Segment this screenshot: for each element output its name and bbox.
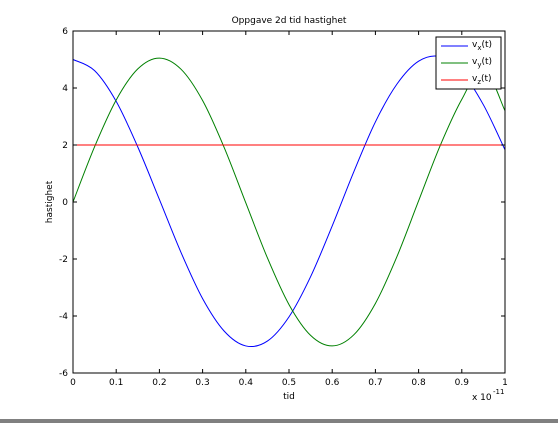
y-tick-label: 6	[62, 27, 68, 37]
x-tick-label: 0.7	[368, 378, 382, 388]
y-tick-label: -2	[59, 255, 68, 265]
series-layer	[72, 55, 506, 348]
x-tick-layer: 0 0.1 0.2 0.3 0.4 0.5 0.6 0.7 0.8 0.9 1	[70, 31, 508, 388]
x-tick-label: 0.1	[109, 378, 123, 388]
x-axis-label: tid	[283, 392, 295, 402]
x-tick-label: 0.4	[239, 378, 254, 388]
x-exponent-label: x 10 -11	[472, 388, 504, 403]
y-axis-label: hastighet	[45, 180, 55, 223]
x-tick-label: 0	[70, 378, 76, 388]
series-line-x	[72, 55, 506, 348]
x-exponent-base: x 10	[472, 393, 492, 403]
x-tick-label: 0.3	[195, 378, 209, 388]
legend: vx(t) vy(t) vz(t)	[435, 36, 502, 90]
y-tick-label: 4	[62, 84, 68, 94]
x-tick-label: 0.8	[411, 378, 426, 388]
x-tick-label: 0.6	[325, 378, 340, 388]
series-line-y	[72, 57, 506, 347]
y-tick-label: 0	[62, 198, 68, 208]
legend-entries: vx(t) vy(t) vz(t)	[441, 40, 492, 86]
y-tick-layer: -6 -4 -2 0 2 4 6	[59, 27, 505, 379]
x-tick-label: 1	[502, 378, 508, 388]
x-tick-label: 0.5	[282, 378, 296, 388]
y-tick-label: -4	[59, 312, 68, 322]
y-tick-label: -6	[59, 369, 68, 379]
legend-label-y: vy(t)	[472, 57, 492, 69]
y-tick-label: 2	[62, 141, 68, 151]
x-exponent-power: -11	[493, 388, 504, 396]
x-tick-label: 0.2	[152, 378, 166, 388]
x-tick-label: 0.9	[455, 378, 470, 388]
legend-label-x: vx(t)	[472, 40, 492, 52]
chart-title: Oppgave 2d tid hastighet	[232, 16, 347, 26]
legend-label-z: vz(t)	[472, 74, 492, 86]
